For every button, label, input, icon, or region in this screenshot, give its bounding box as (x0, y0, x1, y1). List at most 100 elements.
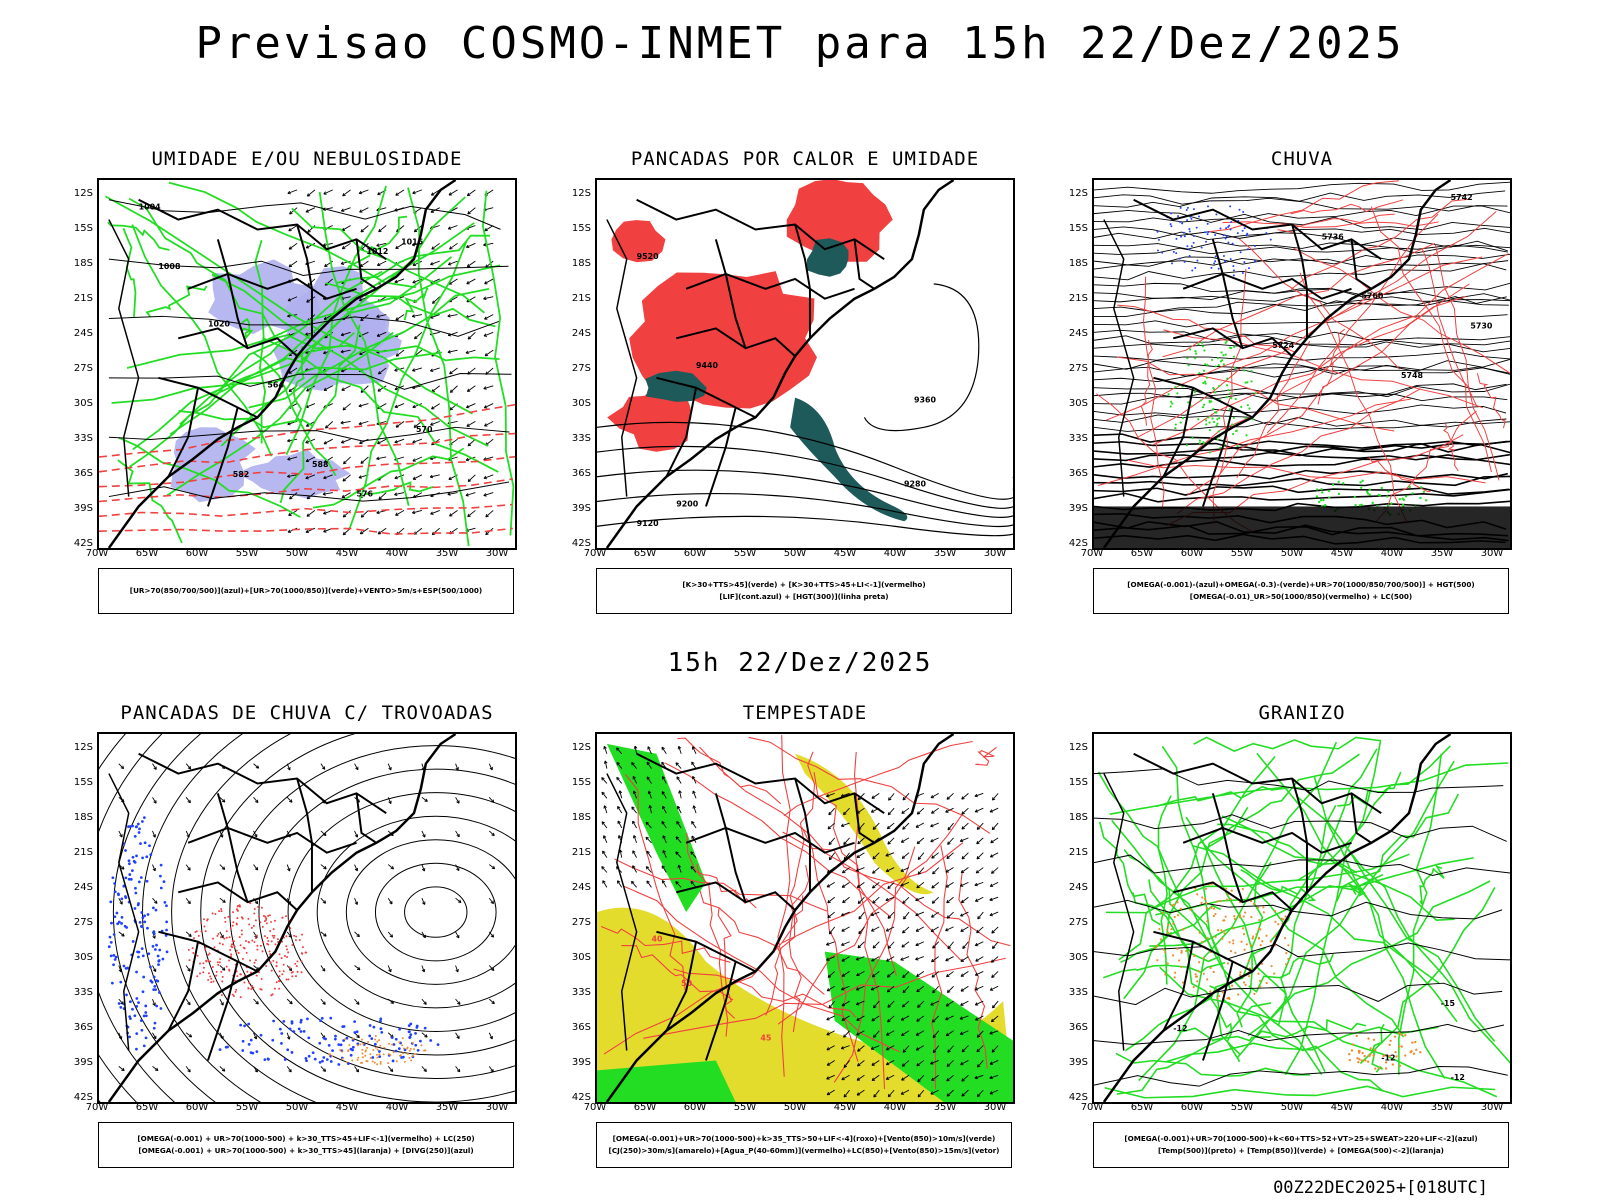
streamline (404, 886, 468, 938)
lon-tick-label: 55W (1230, 548, 1254, 559)
lon-tick-label: 40W (883, 548, 907, 559)
contour-label: 576 (357, 490, 374, 499)
precipitable-water-contour (621, 945, 734, 1001)
contour-label: -12 (1381, 1053, 1395, 1062)
lon-tick-label: 30W (485, 548, 509, 559)
temp850-contour (1193, 736, 1382, 752)
streamline (345, 839, 515, 985)
lon-tick-label: 55W (733, 1102, 757, 1113)
temp850-contour (1120, 904, 1222, 963)
omega-contour (1476, 373, 1506, 429)
contour-label: 45 (760, 1034, 771, 1043)
temp850-contour (1336, 793, 1460, 902)
panel-title-trovoadas: PANCADAS DE CHUVA C/ TROVOADAS (120, 702, 494, 724)
hgt300-contour (597, 493, 1013, 528)
rh-contour (403, 287, 429, 321)
lat-tick-label: 18S (1068, 812, 1088, 823)
omega-contour (1290, 198, 1471, 290)
lon-tick-label: 70W (85, 1102, 109, 1113)
map-pancadas-calor: 9520 9440 9360 9280 9200 9120 (595, 178, 1015, 550)
legend-line: [OMEGA(-0.001)-(azul)+OMEGA(-0.3)-(verde… (1127, 580, 1475, 589)
temp500-contour (1094, 1023, 1505, 1045)
hgt300-contour (597, 421, 1013, 500)
lat-tick-label: 15S (1068, 777, 1088, 788)
speckle-field (218, 1016, 440, 1066)
lat-tick-label: 12S (1068, 188, 1088, 199)
temp500-contour (1094, 942, 1510, 961)
map-canvas (99, 734, 515, 1102)
lat-tick-label: 15S (73, 777, 93, 788)
lat-tick-label: 36S (1068, 468, 1088, 479)
main-title: Previsao COSMO-INMET para 15h 22/Dez/202… (195, 18, 1405, 69)
lon-tick-label: 50W (783, 548, 807, 559)
lon-tick-label: 45W (1330, 548, 1354, 559)
legend-line: [CJ(250)>30m/s](amarelo)+[Agua_P(40-60mm… (608, 1146, 1000, 1155)
contour-label: 5736 (1322, 232, 1345, 241)
temp850-contour (1131, 892, 1219, 963)
thickness-contour (99, 455, 515, 488)
lon-tick-label: 50W (285, 548, 309, 559)
hgt500-contour (1094, 360, 1510, 375)
lat-tick-label: 15S (1068, 223, 1088, 234)
lat-tick-label: 21S (1068, 293, 1088, 304)
lon-tick-label: 40W (1380, 548, 1404, 559)
contour-label: 9280 (904, 480, 927, 489)
omega-contour (1222, 221, 1439, 228)
lon-tick-label: 35W (933, 548, 957, 559)
contour-label: 9520 (637, 252, 660, 261)
lat-tick-label: 42S (571, 1092, 591, 1103)
temp850-contour (1240, 869, 1317, 902)
rh-contour (117, 459, 183, 544)
map-canvas: 9520 9440 9360 9280 9200 9120 (597, 180, 1013, 548)
omega-contour (1236, 341, 1311, 479)
streamline (374, 862, 497, 962)
temp850-contour (1284, 741, 1382, 1076)
precipitable-water-contour (975, 746, 997, 766)
precipitable-water-contour (853, 751, 886, 1089)
temp850-contour (1256, 752, 1458, 1023)
lat-tick-label: 21S (571, 293, 591, 304)
lon-tick-label: 45W (833, 1102, 857, 1113)
rh-contour (292, 346, 305, 423)
lat-tick-label: 24S (73, 882, 93, 893)
lat-tick-label: 24S (571, 882, 591, 893)
rh-contour (220, 196, 466, 447)
lon-tick-label: 60W (683, 1102, 707, 1113)
contour-label: 588 (312, 460, 329, 469)
lat-tick-label: 18S (571, 812, 591, 823)
temp850-contour (1236, 861, 1272, 1028)
rh-contour (145, 285, 208, 318)
lon-tick-label: 55W (733, 548, 757, 559)
instability-area-green (790, 397, 908, 522)
temp850-contour (1359, 887, 1496, 1065)
temp850-contour (1191, 844, 1440, 984)
lat-tick-label: 24S (73, 328, 93, 339)
omega-contour (1143, 276, 1165, 510)
temp850-contour (1155, 785, 1289, 808)
precipitable-water-contour (833, 846, 916, 1083)
omega-contour (1290, 199, 1404, 215)
lat-tick-label: 27S (1068, 917, 1088, 928)
hgt500-contour (1094, 181, 1510, 194)
hgt500-contour (1094, 440, 1508, 462)
precipitable-water-contour (699, 890, 825, 995)
legend-chuva: [OMEGA(-0.001)-(azul)+OMEGA(-0.3)-(verde… (1093, 568, 1509, 614)
panel-title-tempestade: TEMPESTADE (742, 702, 868, 724)
isobar (108, 426, 510, 442)
lat-tick-label: 12S (1068, 742, 1088, 753)
contour-label: 5760 (1361, 292, 1384, 301)
omega-contour (1127, 459, 1486, 484)
rh-contour (111, 351, 443, 404)
isobar (108, 481, 510, 502)
omega-contour (1442, 423, 1459, 472)
lon-tick-label: 60W (185, 1102, 209, 1113)
lat-tick-label: 36S (73, 1022, 93, 1033)
temp850-contour (1161, 745, 1232, 991)
temp850-contour (1116, 1002, 1272, 1095)
contour-label: 1020 (208, 319, 231, 328)
lat-tick-label: 42S (73, 538, 93, 549)
lat-tick-label: 21S (571, 847, 591, 858)
lon-tick-label: 40W (385, 548, 409, 559)
streamline (142, 734, 262, 1102)
lon-tick-label: 65W (1130, 548, 1154, 559)
